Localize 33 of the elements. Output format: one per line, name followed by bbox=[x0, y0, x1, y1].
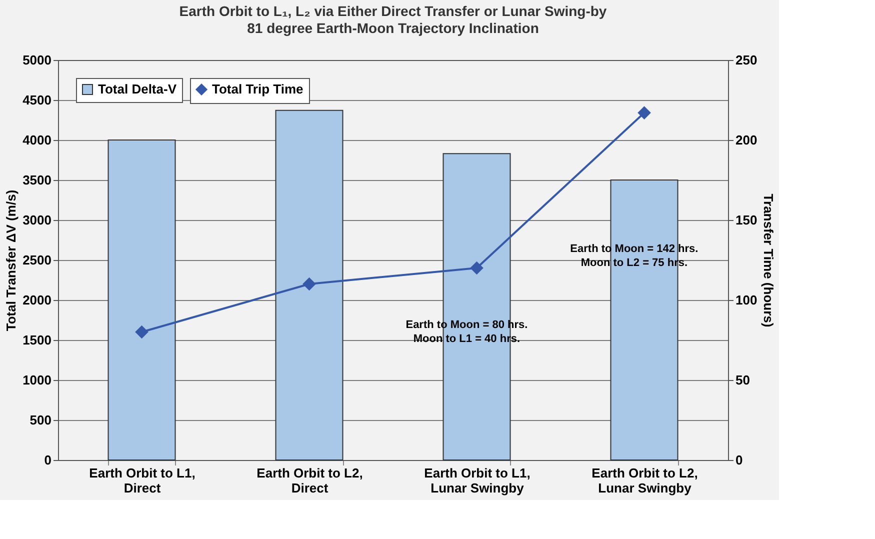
y2-axis-title: Transfer Time (hours) bbox=[761, 194, 776, 328]
y-tick-label: 4500 bbox=[22, 92, 52, 108]
y2-tick-label: 150 bbox=[736, 212, 758, 228]
chart-subtitle: 81 degree Earth-Moon Trajectory Inclination bbox=[247, 20, 539, 36]
bar bbox=[275, 110, 344, 460]
x-tick-label: Earth Orbit to L1, Lunar Swingby bbox=[424, 466, 530, 496]
y-tick-label: 2000 bbox=[22, 292, 52, 308]
y2-tick-label: 0 bbox=[736, 452, 743, 468]
y-tick-label: 3000 bbox=[22, 212, 52, 228]
y-tick-label: 500 bbox=[30, 412, 52, 428]
y-tick-label: 2500 bbox=[22, 252, 52, 268]
chart-title: Earth Orbit to L₁, L₂ via Either Direct Transfer or Lunar Swing-by bbox=[179, 3, 607, 19]
y-axis-title: Total Transfer ΔV (m/s) bbox=[4, 190, 19, 332]
point bbox=[136, 326, 148, 338]
legend-label: Total Delta-V bbox=[98, 82, 177, 96]
point bbox=[303, 278, 316, 290]
y-tick-label: 1500 bbox=[22, 332, 52, 348]
point bbox=[638, 106, 650, 120]
y-tick-label: 3500 bbox=[22, 172, 52, 188]
x-tick-label: Earth Orbit to L2, Lunar Swingby bbox=[592, 466, 698, 496]
y2-tick-label: 200 bbox=[736, 132, 758, 148]
bar bbox=[108, 140, 176, 460]
y2-tick-label: 250 bbox=[736, 52, 758, 68]
y-tick-label: 0 bbox=[44, 452, 52, 468]
y2-tick-label: 100 bbox=[736, 292, 758, 308]
x-tick-label: Earth Orbit to L1, Direct bbox=[89, 466, 196, 496]
y-tick-label: 1000 bbox=[22, 372, 52, 388]
y2-tick-label: 50 bbox=[736, 372, 750, 388]
legend-label: Total Trip Time bbox=[212, 82, 304, 96]
y-tick-label: 4000 bbox=[22, 132, 52, 148]
point bbox=[470, 262, 483, 274]
y-tick-label: 5000 bbox=[22, 52, 52, 68]
x-tick-label: Earth Orbit to L2, Direct bbox=[256, 466, 363, 496]
